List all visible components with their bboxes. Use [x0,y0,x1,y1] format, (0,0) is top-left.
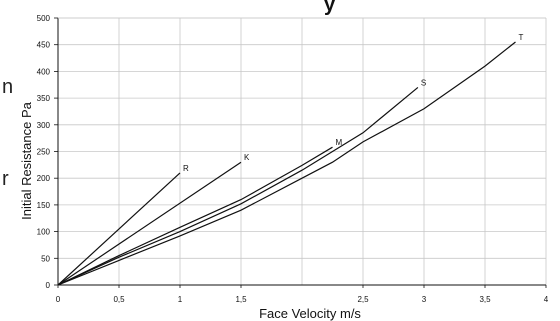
series-label-T: T [519,33,524,42]
y-tick-label-250: 250 [37,148,51,157]
x-tick-label-2.5: 2,5 [357,295,369,304]
left-text-fragment-2: r [2,168,9,190]
y-tick-label-300: 300 [37,121,51,130]
y-tick-label-500: 500 [37,14,51,23]
chart-series: R K M S T [57,33,524,286]
y-tick-label-50: 50 [41,254,50,263]
y-tick-label-450: 450 [37,41,51,50]
x-tick-label-3: 3 [422,295,427,304]
series-line-K [57,161,242,286]
y-tick-label-150: 150 [37,201,51,210]
x-axis-label: Face Velocity m/s [259,306,361,321]
series-label-R: R [183,164,189,173]
x-tick-label-3.5: 3,5 [479,295,491,304]
x-tick-label-1.5: 1,5 [235,295,247,304]
y-tick-label-100: 100 [37,228,51,237]
clipped-title-fragment: y [324,0,336,16]
series-line-T [57,41,516,286]
x-tick-label-4: 4 [544,295,549,304]
series-line-S [57,86,419,286]
x-tick-label-0: 0 [56,295,61,304]
y-tick-label-0: 0 [46,281,51,290]
left-text-fragment-1: n [2,76,14,98]
chart-ticks: 0 50 100 150 200 250 300 350 400 450 500 0 0,5 1 1,5 2,… [37,14,549,304]
series-label-K: K [244,153,250,162]
x-tick-label-1: 1 [178,295,183,304]
series-line-M [57,146,333,286]
series-line-R [57,172,181,286]
y-axis-label: Initial Resistance Pa [19,101,34,220]
series-label-S: S [421,78,426,87]
series-label-M: M [336,138,343,147]
y-tick-label-200: 200 [37,174,51,183]
y-tick-label-400: 400 [37,67,51,76]
chart-grid [58,17,547,285]
x-tick-label-0.5: 0,5 [113,295,125,304]
y-tick-label-350: 350 [37,94,51,103]
